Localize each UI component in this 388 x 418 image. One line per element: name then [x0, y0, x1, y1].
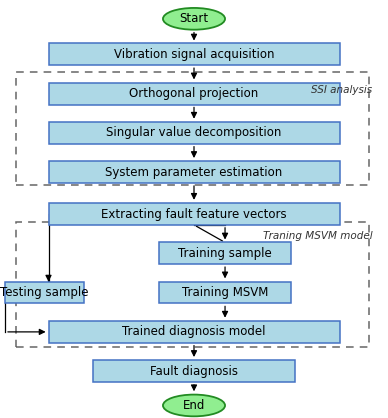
FancyBboxPatch shape: [48, 43, 340, 65]
Text: Traning MSVM model: Traning MSVM model: [263, 231, 372, 241]
Text: Training sample: Training sample: [178, 247, 272, 260]
Text: Start: Start: [179, 12, 209, 25]
Text: Fault diagnosis: Fault diagnosis: [150, 364, 238, 378]
Bar: [16, 222, 369, 347]
Text: Orthogonal projection: Orthogonal projection: [129, 87, 259, 100]
Text: Singular value decomposition: Singular value decomposition: [106, 126, 282, 140]
Text: System parameter estimation: System parameter estimation: [106, 166, 282, 179]
Text: Trained diagnosis model: Trained diagnosis model: [122, 325, 266, 339]
Bar: [16, 72, 369, 185]
FancyBboxPatch shape: [48, 122, 340, 144]
FancyBboxPatch shape: [5, 282, 85, 303]
Text: Extracting fault feature vectors: Extracting fault feature vectors: [101, 207, 287, 221]
Text: SSI analysis: SSI analysis: [311, 85, 372, 95]
Ellipse shape: [163, 395, 225, 416]
Text: Training MSVM: Training MSVM: [182, 286, 268, 299]
FancyBboxPatch shape: [48, 83, 340, 104]
FancyBboxPatch shape: [48, 161, 340, 183]
FancyBboxPatch shape: [159, 242, 291, 264]
Text: Testing sample: Testing sample: [0, 286, 89, 299]
Text: Vibration signal acquisition: Vibration signal acquisition: [114, 48, 274, 61]
Text: End: End: [183, 399, 205, 412]
FancyBboxPatch shape: [48, 203, 340, 225]
Ellipse shape: [163, 8, 225, 30]
FancyBboxPatch shape: [159, 282, 291, 303]
FancyBboxPatch shape: [48, 321, 340, 343]
FancyBboxPatch shape: [93, 360, 295, 382]
